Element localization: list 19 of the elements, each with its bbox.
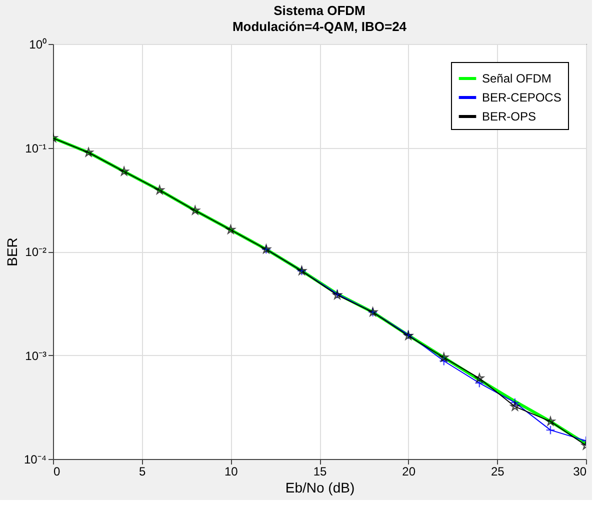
- y-tick-label: 10⁻⁴: [24, 452, 46, 466]
- y-tick-label: 10⁻¹: [25, 141, 47, 156]
- chart-title: Sistema OFDM: [274, 3, 366, 18]
- y-tick-label: 10⁰: [29, 38, 46, 52]
- x-tick-label: 5: [138, 464, 146, 478]
- y-tick-label: 10⁻²: [25, 245, 47, 259]
- x-tick-label: 25: [490, 464, 505, 478]
- x-tick-label: 30: [573, 464, 587, 478]
- legend-label: BER-CEPOCS: [482, 90, 562, 104]
- x-tick-label: 0: [54, 464, 60, 478]
- x-tick-label: 20: [402, 464, 416, 478]
- x-axis-title: Eb/No (dB): [285, 480, 355, 496]
- x-tick-label: 10: [224, 464, 238, 478]
- y-tick-label: 10⁻³: [25, 348, 47, 363]
- legend-label: BER-OPS: [482, 110, 536, 124]
- x-tick-label: 15: [313, 464, 327, 478]
- legend-label: Señal OFDM: [482, 72, 552, 86]
- y-axis-title: BER: [4, 238, 20, 266]
- chart-subtitle: Modulación=4-QAM, IBO=24: [232, 19, 408, 34]
